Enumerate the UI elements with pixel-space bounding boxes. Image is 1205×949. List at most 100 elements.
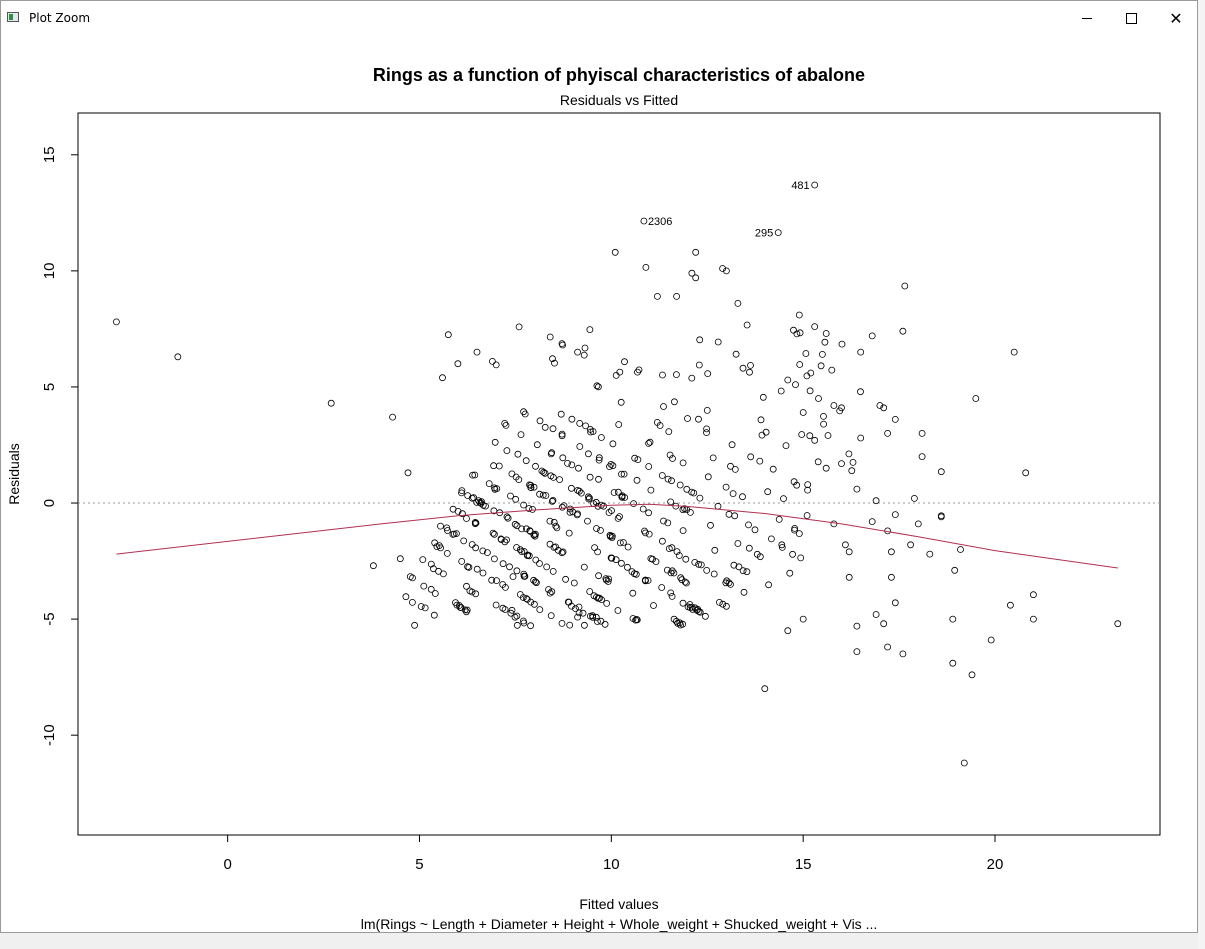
lowess-smoother-line	[116, 503, 1118, 569]
scatter-point	[828, 366, 836, 374]
band-point	[664, 566, 671, 574]
background-window-edge	[1198, 0, 1205, 949]
band-point	[608, 507, 615, 515]
outlier-point	[918, 453, 926, 461]
outlier-point	[884, 643, 891, 651]
band-point	[727, 581, 734, 588]
band-point	[513, 567, 521, 575]
band-point	[466, 587, 474, 595]
outlier-point	[439, 374, 446, 382]
band-point	[646, 438, 654, 446]
band-point	[608, 534, 616, 541]
band-point	[631, 454, 639, 462]
chart-title: Rings as a function of phyiscal characte…	[373, 65, 865, 85]
outlier-point	[792, 381, 799, 389]
title-bar[interactable]: Plot Zoom ✕	[1, 1, 1197, 35]
band-point	[674, 619, 682, 627]
band-point	[479, 569, 487, 577]
band-point	[612, 556, 620, 564]
outlier-point	[845, 573, 853, 581]
band-point	[617, 398, 625, 406]
band-point	[681, 578, 689, 586]
band-point	[682, 555, 690, 563]
x-tick-label: 5	[415, 856, 423, 873]
band-point	[574, 510, 581, 518]
band-point	[463, 515, 470, 522]
scatter-point	[793, 330, 801, 338]
band-point	[490, 555, 498, 563]
maximize-button[interactable]	[1108, 1, 1154, 35]
band-point	[703, 425, 710, 433]
y-tick-label: 10	[41, 263, 58, 280]
band-point	[490, 462, 498, 470]
band-point	[526, 527, 534, 535]
scatter-point	[759, 393, 767, 401]
outlier-point	[819, 350, 826, 358]
band-point	[518, 525, 525, 533]
band-point	[501, 584, 509, 591]
outlier-point	[799, 615, 807, 623]
band-point	[565, 598, 573, 606]
scatter-point	[616, 368, 624, 376]
minimize-button[interactable]	[1064, 1, 1110, 35]
band-point	[516, 546, 524, 554]
band-point	[593, 525, 600, 532]
band-point	[586, 425, 594, 433]
band-point	[582, 422, 589, 430]
band-point	[691, 559, 699, 566]
band-point	[576, 443, 584, 450]
outlier-point	[488, 357, 496, 365]
scatter-point	[621, 358, 628, 366]
band-point	[633, 476, 641, 484]
band-point	[506, 563, 513, 571]
band-point	[731, 465, 739, 473]
point-labels: 481 2306 295	[648, 180, 810, 240]
band-point	[594, 548, 601, 556]
band-point	[590, 592, 598, 600]
band-point	[775, 516, 783, 523]
band-point	[740, 588, 748, 596]
outlier-point	[899, 327, 907, 335]
band-point	[468, 541, 476, 548]
band-point	[553, 524, 561, 532]
band-point	[620, 470, 628, 478]
band-point	[587, 612, 594, 620]
outlier-point	[723, 267, 730, 275]
band-point	[780, 495, 787, 503]
scatter-point	[704, 370, 712, 378]
outlier-point	[784, 627, 792, 635]
band-point	[645, 439, 652, 447]
band-point	[734, 540, 742, 547]
band-point	[449, 505, 457, 513]
outlier-point	[1022, 469, 1030, 477]
band-point	[564, 459, 571, 467]
band-point	[546, 540, 554, 548]
band-point	[675, 552, 683, 559]
band-point	[606, 531, 614, 539]
band-point	[458, 558, 466, 565]
band-point	[665, 428, 673, 436]
band-point	[547, 450, 555, 458]
band-point	[591, 544, 598, 551]
band-point	[628, 568, 636, 575]
band-point	[618, 559, 625, 567]
outlier-point	[719, 265, 726, 272]
band-point	[456, 604, 464, 611]
band-point	[633, 616, 640, 623]
band-point	[639, 505, 647, 513]
close-button[interactable]: ✕	[1153, 1, 1199, 35]
band-point	[421, 604, 429, 612]
band-point	[495, 462, 503, 470]
band-point	[621, 494, 629, 501]
band-point	[673, 548, 681, 555]
band-point	[521, 572, 529, 580]
band-point	[579, 609, 587, 617]
outlier-point	[1010, 348, 1018, 356]
outlier-point	[937, 512, 945, 520]
band-point	[647, 486, 655, 494]
band-point	[548, 588, 556, 596]
outlier-point	[444, 331, 452, 339]
band-point	[723, 602, 730, 610]
outlier-point	[1030, 591, 1037, 599]
band-point	[679, 506, 687, 514]
